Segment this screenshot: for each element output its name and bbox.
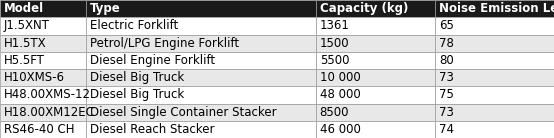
Text: Noise Emission Level (dBA): Noise Emission Level (dBA) xyxy=(439,2,554,15)
Text: 80: 80 xyxy=(439,54,454,67)
Bar xyxy=(0,52,86,69)
Bar xyxy=(86,52,316,69)
Bar xyxy=(435,104,554,121)
Text: 73: 73 xyxy=(439,106,454,119)
Text: 5500: 5500 xyxy=(320,54,349,67)
Bar xyxy=(435,86,554,104)
Bar xyxy=(435,0,554,17)
Bar xyxy=(86,121,316,138)
Bar xyxy=(86,104,316,121)
Text: 1500: 1500 xyxy=(320,37,349,50)
Text: Diesel Big Truck: Diesel Big Truck xyxy=(90,71,184,84)
Bar xyxy=(316,52,435,69)
Text: Type: Type xyxy=(90,2,121,15)
Bar xyxy=(435,17,554,34)
Bar xyxy=(86,17,316,34)
Bar xyxy=(435,69,554,86)
Text: Electric Forklift: Electric Forklift xyxy=(90,19,178,32)
Bar xyxy=(0,17,86,34)
Text: H1.5TX: H1.5TX xyxy=(4,37,47,50)
Bar xyxy=(435,52,554,69)
Bar xyxy=(86,0,316,17)
Bar xyxy=(316,17,435,34)
Text: 46 000: 46 000 xyxy=(320,123,361,136)
Text: J1.5XNT: J1.5XNT xyxy=(4,19,50,32)
Bar xyxy=(86,34,316,52)
Bar xyxy=(0,104,86,121)
Bar xyxy=(0,86,86,104)
Bar xyxy=(316,86,435,104)
Text: 75: 75 xyxy=(439,88,454,101)
Text: RS46-40 CH: RS46-40 CH xyxy=(4,123,74,136)
Text: 73: 73 xyxy=(439,71,454,84)
Text: 48 000: 48 000 xyxy=(320,88,361,101)
Text: 74: 74 xyxy=(439,123,454,136)
Bar xyxy=(435,121,554,138)
Bar xyxy=(316,69,435,86)
Bar xyxy=(0,34,86,52)
Text: Diesel Big Truck: Diesel Big Truck xyxy=(90,88,184,101)
Bar xyxy=(0,69,86,86)
Bar xyxy=(435,34,554,52)
Text: H48.00XMS-12: H48.00XMS-12 xyxy=(4,88,91,101)
Text: H5.5FT: H5.5FT xyxy=(4,54,45,67)
Text: Diesel Single Container Stacker: Diesel Single Container Stacker xyxy=(90,106,276,119)
Text: 65: 65 xyxy=(439,19,454,32)
Bar xyxy=(316,0,435,17)
Bar xyxy=(86,69,316,86)
Bar xyxy=(86,86,316,104)
Bar xyxy=(0,0,86,17)
Text: 8500: 8500 xyxy=(320,106,349,119)
Text: Capacity (kg): Capacity (kg) xyxy=(320,2,408,15)
Text: Diesel Reach Stacker: Diesel Reach Stacker xyxy=(90,123,214,136)
Bar xyxy=(0,121,86,138)
Bar xyxy=(316,34,435,52)
Text: H10XMS-6: H10XMS-6 xyxy=(4,71,65,84)
Text: Diesel Engine Forklift: Diesel Engine Forklift xyxy=(90,54,215,67)
Text: 1361: 1361 xyxy=(320,19,350,32)
Text: H18.00XM12EC: H18.00XM12EC xyxy=(4,106,95,119)
Text: 10 000: 10 000 xyxy=(320,71,361,84)
Text: Model: Model xyxy=(4,2,44,15)
Text: 78: 78 xyxy=(439,37,454,50)
Bar xyxy=(316,104,435,121)
Text: Petrol/LPG Engine Forklift: Petrol/LPG Engine Forklift xyxy=(90,37,239,50)
Bar xyxy=(316,121,435,138)
